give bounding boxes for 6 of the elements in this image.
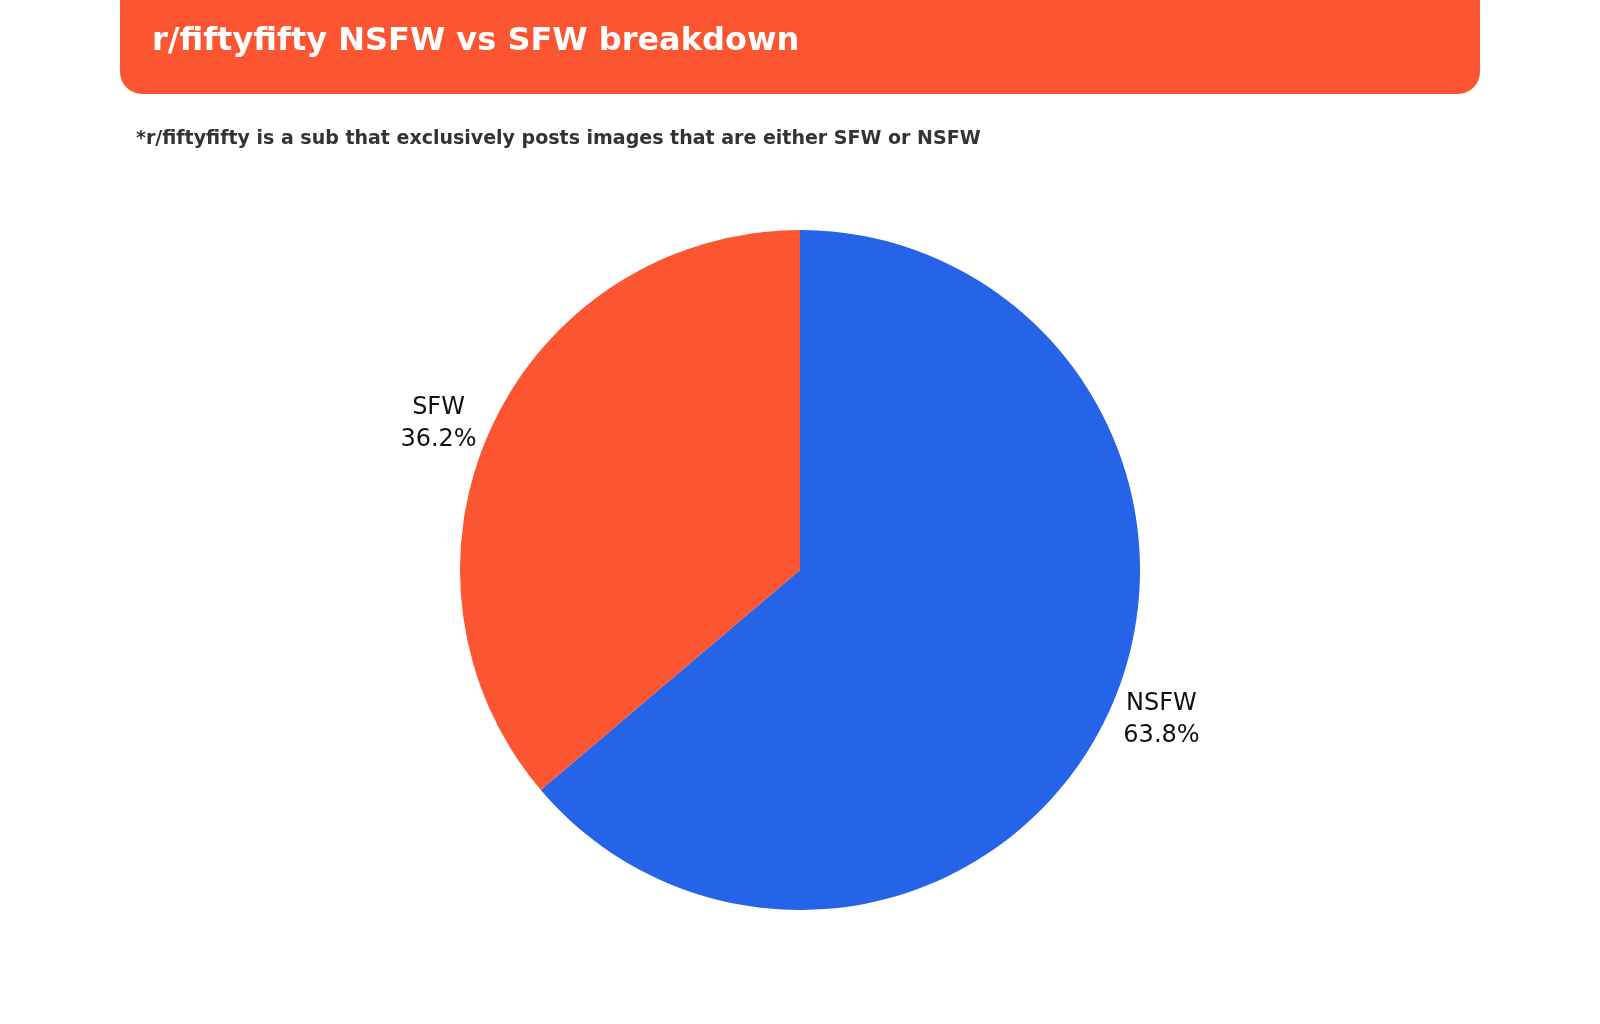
data-label: 36.2% <box>400 423 477 452</box>
chart-title: r/fiftyfifty NSFW vs SFW breakdown <box>120 0 1480 94</box>
slice-label: NSFW <box>1126 688 1197 717</box>
chart-subtitle: *r/fiftyfifty is a sub that exclusively posts images that are either SFW or NSFW <box>136 126 981 148</box>
data-label: 63.8% <box>1123 719 1200 748</box>
slice-label: SFW <box>412 392 465 421</box>
